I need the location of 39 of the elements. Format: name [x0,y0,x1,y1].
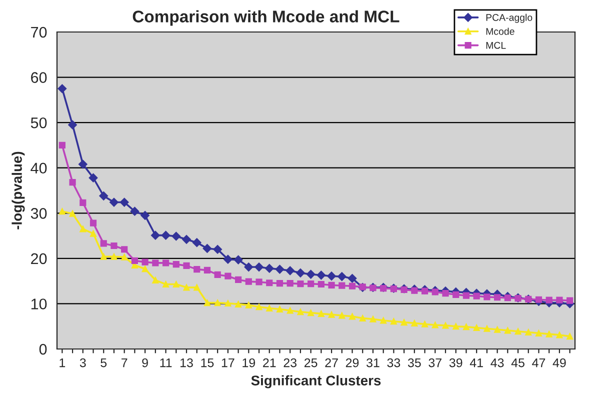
y-tick-label: 10 [31,298,47,310]
x-tick-label: 39 [449,358,462,368]
x-tick-label: 29 [346,358,359,368]
y-tick-label: 20 [31,253,47,264]
y-tick-label: 30 [30,208,47,219]
x-tick-label: 41 [470,358,483,368]
x-tick-label: 1 [60,358,66,368]
y-axis-title: -log(pvalue) [12,152,25,230]
y-tick-label: 0 [39,344,47,355]
x-tick-label: 3 [80,358,86,368]
x-tick-label: 21 [263,358,276,368]
x-tick-label: 43 [490,358,504,368]
x-tick-label: 15 [201,358,214,368]
y-tick-label: 40 [30,162,47,174]
legend-label: Mcode [486,28,514,35]
x-tick-label: 27 [325,358,338,368]
y-tick-label: 70 [31,26,47,38]
y-tick-label: 50 [30,117,47,128]
x-tick-label: 35 [408,358,421,368]
x-tick-label: 31 [366,358,380,368]
chart-title: Comparison with Mcode and MCL [132,10,400,26]
x-tick-label: 23 [284,358,297,368]
x-tick-label: 47 [532,358,546,368]
x-tick-label: 45 [511,358,524,368]
x-tick-label: 33 [387,358,400,368]
y-tick-label: 60 [31,72,47,83]
x-tick-label: 5 [100,358,107,368]
x-tick-label: 25 [304,358,318,368]
x-tick-label: 13 [180,358,193,368]
x-tick-label: 11 [160,358,172,368]
x-tick-label: 7 [122,358,128,368]
x-tick-label: 37 [428,358,442,368]
x-tick-label: 19 [242,358,256,368]
x-tick-label: 49 [552,358,566,368]
x-axis-title: Significant Clusters [251,375,381,388]
x-tick-label: 17 [222,358,234,368]
legend-label: PCA-agglo [486,14,532,23]
x-tick-label: 9 [142,358,148,368]
legend-label: MCL [486,42,506,49]
